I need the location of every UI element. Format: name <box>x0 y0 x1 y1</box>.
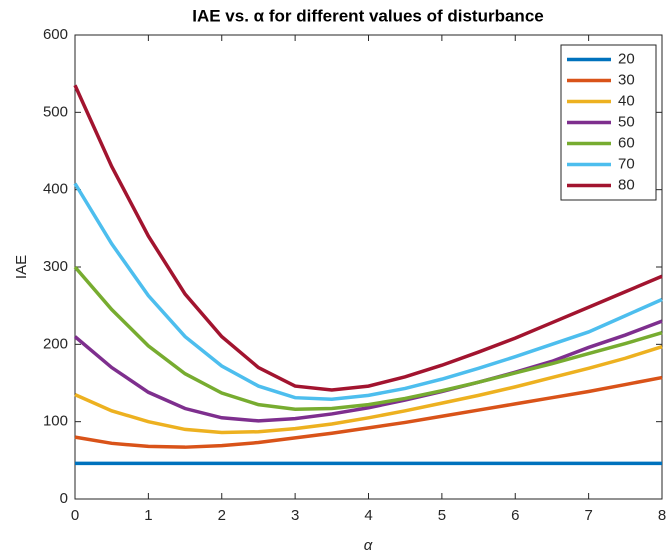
y-tick-label: 400 <box>43 181 68 198</box>
series-line <box>74 344 663 435</box>
x-tick-label: 1 <box>144 507 152 524</box>
y-tick-label: 0 <box>60 490 68 507</box>
x-tick-label: 5 <box>438 507 446 524</box>
y-tick-label: 600 <box>43 26 68 43</box>
x-tick-label: 7 <box>584 507 592 524</box>
legend-label: 80 <box>618 176 635 193</box>
legend-label: 60 <box>618 134 635 151</box>
legend-label: 50 <box>618 113 635 130</box>
x-tick-label: 2 <box>218 507 226 524</box>
x-tick-label: 6 <box>511 507 519 524</box>
legend-label: 70 <box>618 155 635 172</box>
series-line <box>73 319 663 423</box>
y-axis-label: IAE <box>13 255 30 279</box>
series-line <box>74 375 663 449</box>
x-tick-label: 8 <box>658 507 666 524</box>
y-tick-label: 500 <box>43 103 68 120</box>
series-line <box>73 84 663 392</box>
x-tick-label: 3 <box>291 507 299 524</box>
x-tick-label: 0 <box>71 507 79 524</box>
x-tick-label: 4 <box>364 507 372 524</box>
y-tick-label: 200 <box>43 335 68 352</box>
legend-label: 30 <box>618 71 635 88</box>
y-tick-label: 100 <box>43 413 68 430</box>
legend-label: 40 <box>618 92 635 109</box>
series-line <box>73 265 663 412</box>
series-line <box>73 182 663 401</box>
y-tick-label: 300 <box>43 258 68 275</box>
legend-label: 20 <box>618 50 635 67</box>
x-axis-label: α <box>364 537 373 554</box>
chart-title: IAE vs. α for different values of distur… <box>192 6 543 25</box>
